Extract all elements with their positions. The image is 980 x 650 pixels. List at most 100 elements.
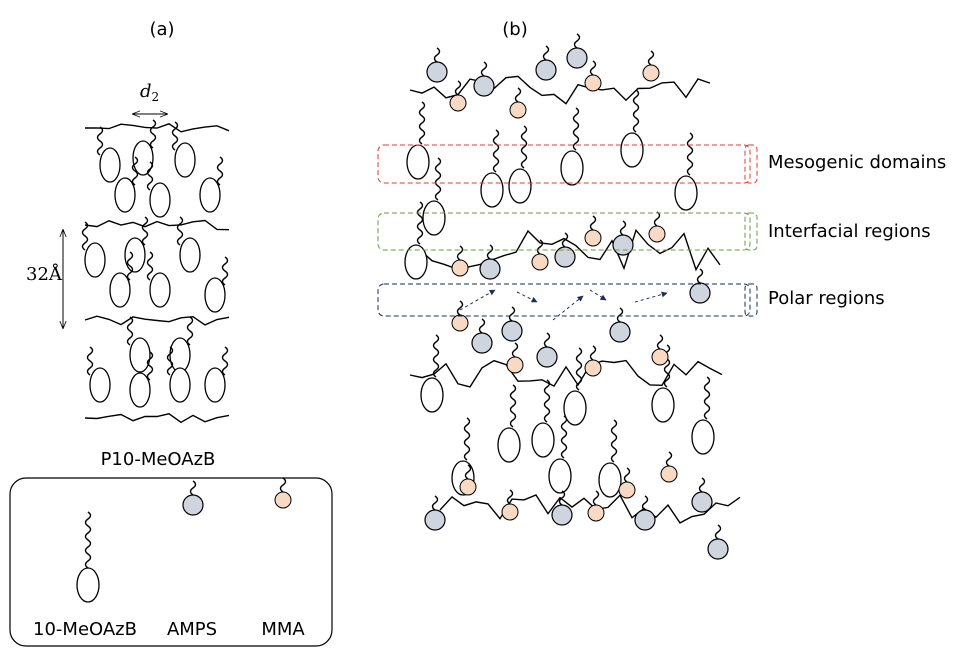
amps [480, 259, 500, 279]
amps [474, 76, 494, 96]
side-chain [545, 333, 550, 347]
spacing-label: d2 [140, 81, 159, 104]
mesogen [509, 169, 531, 203]
mma [510, 102, 526, 118]
mma [585, 230, 601, 246]
mesogen [675, 176, 697, 210]
mma [450, 95, 466, 111]
mma [452, 260, 468, 276]
mesogen [115, 178, 135, 212]
backbone [85, 414, 229, 423]
legend-label: AMPS [167, 619, 217, 640]
mma [585, 360, 601, 376]
side-chain [223, 257, 228, 285]
side-chain [128, 317, 133, 345]
side-chain [433, 496, 438, 510]
mesogen [200, 178, 220, 212]
mma [507, 357, 523, 373]
side-chain [643, 496, 648, 510]
mesogen [170, 368, 190, 402]
side-chain [223, 347, 228, 375]
mma [532, 254, 548, 270]
mesogen [498, 428, 520, 462]
side-chain [151, 120, 156, 148]
side-chain [625, 468, 630, 482]
backbone [85, 124, 229, 132]
side-chain [716, 525, 721, 539]
side-chain [458, 301, 463, 315]
mesogen [180, 238, 200, 272]
side-chain [591, 61, 596, 75]
backbone [85, 316, 229, 325]
side-chain [435, 48, 440, 62]
region-bracket [745, 284, 757, 316]
spacing-symbol: d [140, 81, 152, 102]
mma [452, 315, 468, 331]
side-chain [178, 217, 183, 245]
side-chain [655, 212, 660, 226]
mesogen [421, 378, 443, 412]
side-chain [591, 346, 596, 360]
side-chain [83, 222, 88, 250]
side-chain [705, 377, 710, 419]
region-label: Interfacial regions [768, 221, 931, 242]
side-chain [575, 34, 580, 48]
side-chain [511, 385, 516, 427]
layer-label: 32Å [26, 263, 63, 285]
amps [635, 510, 655, 530]
mesogen [532, 423, 554, 457]
side-chain [482, 62, 487, 76]
mma [275, 492, 291, 508]
side-chain [577, 348, 582, 390]
side-chain [488, 245, 493, 259]
mesogen [150, 183, 170, 217]
amps [472, 333, 492, 353]
side-chain [700, 478, 705, 492]
mesogen [549, 459, 571, 493]
mma [649, 226, 665, 242]
mma [585, 75, 601, 91]
amps [536, 60, 556, 80]
panel-label: (a) [149, 19, 174, 40]
side-chain [88, 347, 93, 375]
side-chain [621, 221, 626, 235]
mesogen [125, 238, 145, 272]
amps [427, 62, 447, 82]
mesogen [561, 151, 583, 185]
mesogen [130, 338, 150, 372]
mesogen [564, 391, 586, 425]
mesogen [692, 420, 714, 454]
side-chain [544, 46, 549, 60]
region-label: Mesogenic domains [768, 152, 946, 173]
side-chain [480, 319, 485, 333]
mesogen [90, 368, 110, 402]
dipole-arrow [517, 292, 537, 302]
mesogen [85, 243, 105, 277]
mesogen [205, 368, 225, 402]
mesogen [170, 338, 190, 372]
side-chain [510, 307, 515, 321]
side-chain [465, 418, 470, 460]
side-chain [591, 216, 596, 230]
region-bracket [745, 145, 757, 183]
mma [619, 482, 635, 498]
side-chain [574, 108, 579, 150]
dipole-arrow [635, 293, 667, 302]
legend-label: MMA [261, 619, 305, 640]
side-chain [494, 130, 499, 172]
mesogen [423, 201, 445, 235]
mma [502, 504, 518, 520]
side-chain [188, 317, 193, 345]
side-chain [148, 252, 153, 280]
figure: (a) (b) d2 32Å P10-MeOAzB 10-MeOAzB AMPS… [0, 0, 980, 650]
amps [555, 247, 575, 267]
side-chain [143, 217, 148, 245]
mma [652, 349, 668, 365]
mesogen [175, 143, 195, 177]
region-label: Polar regions [768, 288, 885, 309]
amps [610, 322, 630, 342]
amps [692, 492, 712, 512]
side-chain [420, 102, 425, 144]
side-chain [513, 343, 518, 357]
backbone [410, 361, 722, 387]
